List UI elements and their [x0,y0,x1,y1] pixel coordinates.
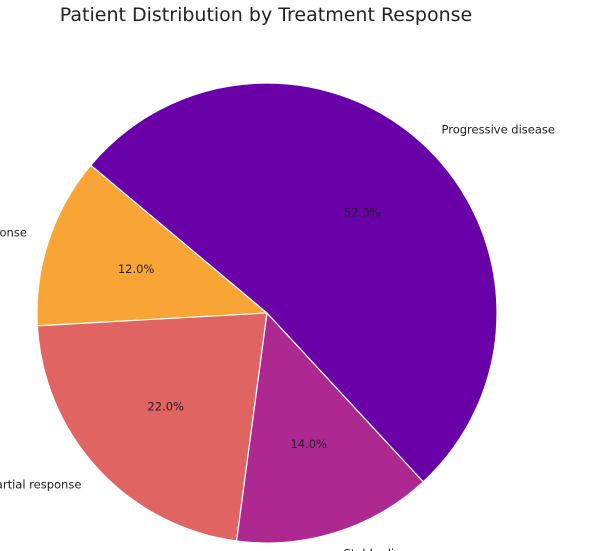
slice-complete-response [36,164,269,327]
pie-labels: 12.0% Complete response 22.0% Partial respo… [0,122,555,551]
slice-progressive-disease [89,82,498,483]
pct-label-progressive-disease: 52.0% [344,206,381,220]
slice-stable-disease [235,311,425,544]
category-label-complete-response: Complete response [0,226,27,240]
category-label-partial-response: Partial response [0,477,81,491]
pct-label-stable-disease: 14.0% [290,437,327,451]
chart-title: Patient Distribution by Treatment Respon… [60,4,472,26]
pie-slices [36,82,498,544]
category-label-progressive-disease: Progressive disease [442,122,555,136]
pct-label-complete-response: 12.0% [118,262,155,276]
slice-partial-response [36,312,268,542]
category-label-stable-disease: Stable disease [344,547,428,551]
pct-label-partial-response: 22.0% [147,399,184,413]
